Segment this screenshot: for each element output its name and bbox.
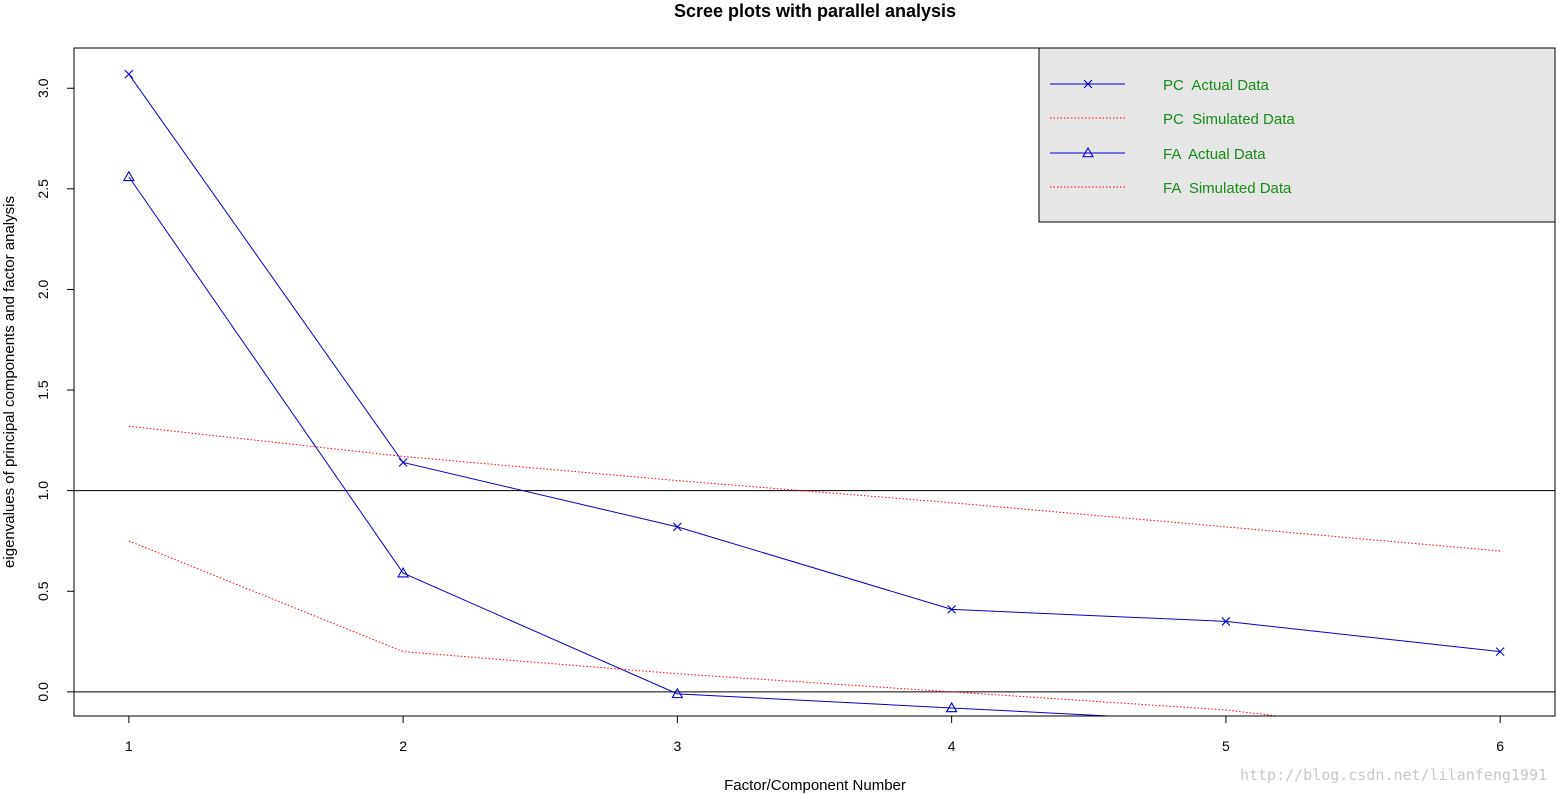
legend-entry-4: FA Simulated Data bbox=[1050, 180, 1292, 197]
chart-title: Scree plots with parallel analysis bbox=[674, 1, 956, 21]
series-line bbox=[128, 176, 1119, 716]
legend-label: FA Simulated Data bbox=[1163, 180, 1292, 197]
legend-box bbox=[1038, 47, 1556, 223]
series-line bbox=[128, 73, 1501, 653]
y-axis: 0.0 0.5 1.0 1.5 2.0 2.5 3.0 bbox=[35, 78, 75, 702]
data-point-marker bbox=[945, 701, 958, 713]
data-point-marker bbox=[1221, 617, 1231, 626]
legend-label: FA Actual Data bbox=[1163, 146, 1266, 163]
data-point-marker bbox=[122, 170, 135, 182]
legend-marker bbox=[1083, 79, 1093, 89]
series-line bbox=[128, 425, 1501, 552]
legend-entry-1: PC Actual Data bbox=[1050, 77, 1270, 94]
series-2 bbox=[128, 425, 1501, 552]
y-tick-label: 0.0 bbox=[35, 682, 51, 702]
y-tick-label: 2.0 bbox=[35, 280, 51, 300]
x-tick-label: 2 bbox=[399, 738, 407, 754]
legend-marker bbox=[1082, 146, 1094, 158]
x-tick-label: 1 bbox=[125, 738, 133, 754]
y-axis-label: eigenvalues of principal components and … bbox=[1, 196, 18, 568]
y-tick-label: 0.5 bbox=[35, 581, 51, 601]
legend-entry-3: FA Actual Data bbox=[1050, 146, 1266, 163]
y-tick-label: 1.0 bbox=[35, 481, 51, 501]
data-point-marker bbox=[1495, 647, 1505, 657]
legend-entry-2: PC Simulated Data bbox=[1050, 111, 1295, 128]
data-point-marker bbox=[947, 604, 957, 614]
legend-label: PC Simulated Data bbox=[1163, 111, 1295, 128]
data-point-marker bbox=[671, 687, 684, 699]
data-point-marker bbox=[397, 567, 410, 578]
x-tick-label: 5 bbox=[1222, 738, 1230, 754]
x-tick-label: 6 bbox=[1496, 738, 1504, 754]
y-tick-label: 1.5 bbox=[35, 380, 51, 400]
x-tick-label: 3 bbox=[673, 738, 681, 754]
x-tick-label: 4 bbox=[948, 738, 956, 754]
legend: PC Actual Data PC Simulated Data FA Actual… bbox=[1038, 47, 1556, 223]
series-layer bbox=[122, 69, 1505, 716]
series-3 bbox=[122, 170, 1226, 716]
x-axis-label: Factor/Component Number bbox=[724, 777, 906, 794]
reference-lines bbox=[74, 490, 1555, 693]
y-tick-label: 3.0 bbox=[35, 78, 51, 98]
series-1 bbox=[124, 69, 1505, 657]
series-line bbox=[128, 540, 1282, 716]
data-point-marker bbox=[398, 458, 408, 467]
data-point-marker bbox=[672, 522, 682, 532]
y-tick-label: 2.5 bbox=[35, 179, 51, 199]
data-point-marker bbox=[124, 69, 134, 79]
series-4 bbox=[128, 540, 1282, 716]
watermark-text: http://blog.csdn.net/lilanfeng1991 bbox=[1240, 766, 1547, 784]
x-axis: 1 2 3 4 5 6 bbox=[125, 715, 1504, 754]
legend-label: PC Actual Data bbox=[1163, 77, 1270, 94]
